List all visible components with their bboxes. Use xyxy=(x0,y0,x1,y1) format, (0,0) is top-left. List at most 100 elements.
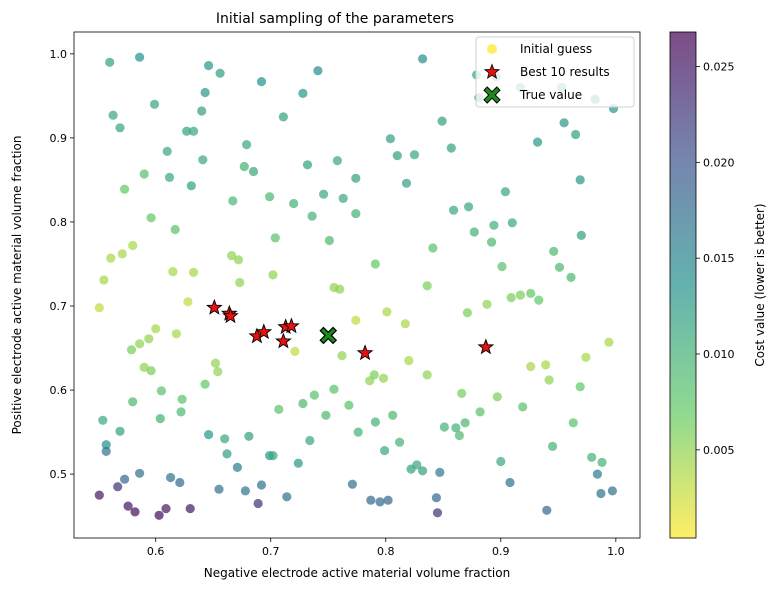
data-point xyxy=(290,346,300,356)
data-point xyxy=(101,440,111,450)
data-point xyxy=(115,426,125,436)
data-point xyxy=(94,303,104,313)
x-tick-label: 0.9 xyxy=(492,545,510,558)
data-point xyxy=(395,437,405,447)
best-result-marker xyxy=(275,332,292,349)
legend-best-label: Best 10 results xyxy=(520,65,610,79)
data-point xyxy=(437,116,447,126)
data-point xyxy=(171,329,181,339)
data-point xyxy=(548,441,558,451)
data-point xyxy=(604,337,614,347)
plot-frame xyxy=(73,31,641,539)
y-tick-label: 0.6 xyxy=(50,384,68,397)
data-point xyxy=(351,209,361,219)
data-point xyxy=(385,134,395,144)
data-point xyxy=(128,397,138,407)
data-point xyxy=(120,474,130,484)
data-point xyxy=(168,267,178,277)
data-point xyxy=(457,388,467,398)
data-point xyxy=(123,501,133,511)
data-point xyxy=(404,356,414,366)
data-point xyxy=(422,281,432,291)
data-point xyxy=(370,259,380,269)
legend-initial-label: Initial guess xyxy=(520,42,592,56)
data-point xyxy=(293,458,303,468)
data-point xyxy=(487,237,497,247)
data-point xyxy=(99,275,109,285)
data-point xyxy=(185,504,195,514)
data-point xyxy=(164,172,175,182)
data-point xyxy=(418,466,428,476)
data-point xyxy=(222,449,232,459)
data-point xyxy=(597,457,607,467)
data-point xyxy=(166,472,176,483)
best-result-marker xyxy=(255,323,273,340)
data-point xyxy=(351,173,361,183)
data-point xyxy=(128,240,138,251)
plot-points xyxy=(94,52,619,520)
data-point xyxy=(155,414,165,424)
data-point xyxy=(108,110,118,120)
data-point xyxy=(576,230,586,240)
data-point xyxy=(278,112,288,122)
data-point xyxy=(233,255,244,265)
data-point xyxy=(146,366,156,376)
x-tick-label: 1.0 xyxy=(607,545,625,558)
data-point xyxy=(497,261,507,272)
data-point xyxy=(151,324,161,334)
x-tick-label: 0.6 xyxy=(147,545,165,558)
data-point xyxy=(253,498,263,509)
data-point xyxy=(439,422,449,432)
data-point xyxy=(587,452,597,462)
y-tick-label: 0.8 xyxy=(50,216,68,229)
data-point xyxy=(106,253,116,263)
data-point xyxy=(412,460,422,470)
best-result-marker xyxy=(283,317,300,334)
x-tick-label: 0.8 xyxy=(377,545,395,558)
data-point xyxy=(182,126,192,136)
data-point xyxy=(256,480,267,490)
data-point xyxy=(559,118,569,128)
colorbar-tick-label: 0.015 xyxy=(703,252,735,265)
data-point xyxy=(232,462,242,472)
data-point xyxy=(144,334,154,344)
data-point xyxy=(375,497,385,507)
data-point xyxy=(449,205,459,215)
data-point xyxy=(282,492,292,502)
data-point xyxy=(204,430,214,440)
best-result-marker xyxy=(356,344,374,361)
data-point xyxy=(307,211,317,221)
y-tick-label: 0.9 xyxy=(50,132,68,145)
legend: Initial guess Best 10 results True value xyxy=(475,36,635,108)
data-point xyxy=(214,484,224,494)
data-point xyxy=(113,482,123,492)
data-point xyxy=(454,430,464,441)
data-point xyxy=(506,293,516,303)
data-point xyxy=(575,175,585,185)
data-point xyxy=(571,129,581,140)
colorbar-tick-label: 0.025 xyxy=(703,61,735,74)
data-point xyxy=(270,233,280,243)
data-point xyxy=(176,407,186,417)
data-point xyxy=(177,394,187,404)
data-point xyxy=(370,417,380,427)
data-point xyxy=(542,505,552,515)
data-point xyxy=(592,469,603,479)
data-point xyxy=(139,362,149,372)
data-point xyxy=(242,140,252,150)
data-point xyxy=(338,193,348,203)
legend-true-marker xyxy=(483,86,501,104)
data-point xyxy=(489,220,499,230)
y-tick-label: 0.7 xyxy=(50,300,68,313)
data-point xyxy=(126,345,137,355)
y-tick-label: 1.0 xyxy=(50,48,68,61)
data-point xyxy=(98,415,108,425)
colorbar-ticks: 0.005 0.010 0.015 0.020 0.025 xyxy=(696,61,735,457)
data-point xyxy=(332,156,342,166)
data-point xyxy=(446,143,456,153)
data-point xyxy=(378,373,389,383)
data-point xyxy=(496,456,506,467)
data-point xyxy=(319,189,329,199)
data-point xyxy=(392,151,402,161)
legend-best-marker xyxy=(483,63,501,79)
